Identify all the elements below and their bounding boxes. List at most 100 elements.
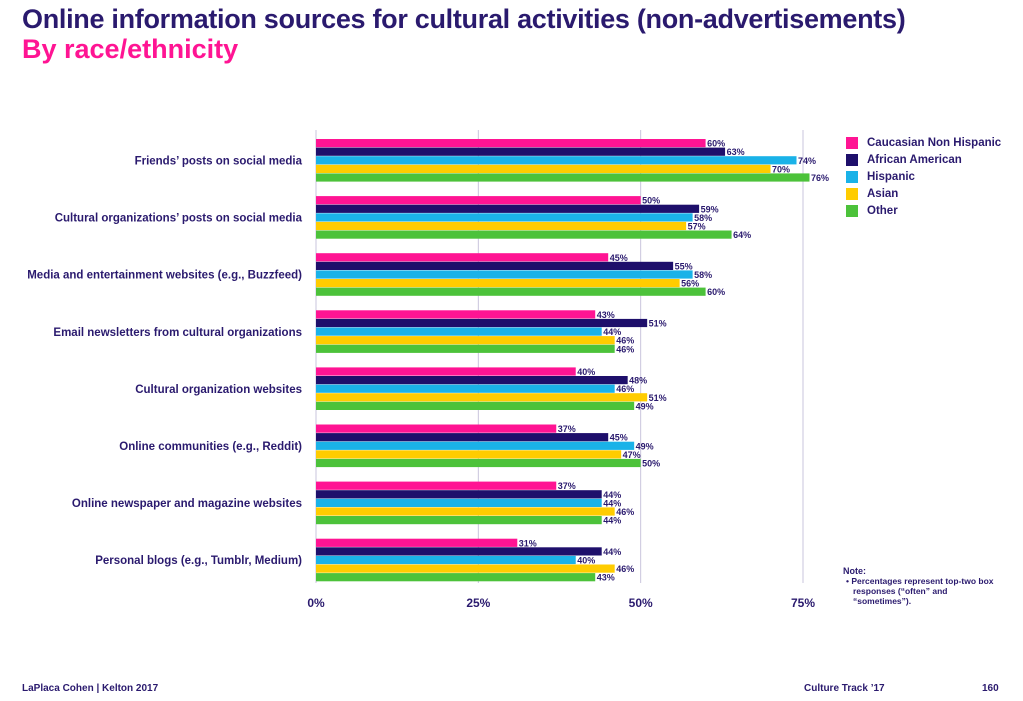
data-label: 37% [558, 424, 576, 434]
data-label: 46% [616, 344, 634, 354]
bar [316, 367, 576, 376]
bar [316, 547, 602, 556]
data-label: 44% [603, 498, 621, 508]
legend: Caucasian Non Hispanic African American Hi… [846, 134, 1001, 219]
tick-label-50: 50% [629, 596, 653, 610]
bar [316, 230, 732, 239]
data-label: 50% [642, 459, 660, 469]
legend-item: Caucasian Non Hispanic [846, 134, 1001, 151]
bar [316, 450, 622, 459]
data-label: 45% [610, 253, 628, 263]
bar [316, 507, 615, 516]
data-label: 74% [798, 156, 816, 166]
legend-item: Hispanic [846, 168, 1001, 185]
data-label: 76% [811, 173, 829, 183]
data-label: 70% [772, 164, 790, 174]
data-label: 44% [603, 327, 621, 337]
tick-label-0: 0% [307, 596, 325, 610]
bar [316, 164, 771, 173]
legend-item: African American [846, 151, 1001, 168]
bar [316, 564, 615, 573]
bar [316, 336, 615, 345]
footer-credit: LaPlaca Cohen | Kelton 2017 [22, 683, 159, 694]
data-label: 51% [649, 319, 667, 329]
data-label: 46% [616, 384, 634, 394]
bar [316, 384, 615, 393]
legend-swatch [846, 170, 858, 183]
data-label: 63% [727, 147, 745, 157]
legend-swatch [846, 136, 858, 149]
category-label: Cultural organization websites [135, 384, 302, 396]
category-label: Online communities (e.g., Reddit) [119, 441, 302, 453]
page-title: Online information sources for cultural … [22, 4, 906, 34]
legend-label: African American [867, 153, 962, 166]
bar [316, 196, 641, 205]
bar [316, 204, 700, 213]
bar [316, 327, 602, 336]
legend-label: Hispanic [867, 170, 915, 183]
data-label: 50% [642, 196, 660, 206]
value-labels: 60%63%74%70%76%50%59%58%57%64%45%55%58%5… [519, 139, 829, 583]
data-label: 56% [681, 279, 699, 289]
data-label: 40% [577, 367, 595, 377]
bar [316, 424, 557, 433]
bar-group [316, 139, 810, 582]
data-label: 58% [694, 270, 712, 280]
category-label: Friends’ posts on social media [135, 156, 303, 168]
note-title: Note: [843, 566, 866, 576]
bar [316, 376, 628, 385]
data-label: 37% [558, 481, 576, 491]
bar [316, 490, 602, 499]
bar [316, 287, 706, 296]
data-label: 47% [623, 450, 641, 460]
bar [316, 573, 596, 582]
bar [316, 270, 693, 279]
data-label: 49% [636, 401, 654, 411]
data-label: 44% [603, 490, 621, 500]
category-label: Cultural organizations’ posts on social … [55, 213, 303, 225]
bar [316, 318, 648, 328]
bar [316, 481, 557, 490]
bar [316, 221, 687, 231]
data-label: 46% [616, 336, 634, 346]
tick-label-25: 25% [466, 596, 490, 610]
data-label: 44% [603, 516, 621, 526]
bar [316, 433, 609, 442]
legend-label: Asian [867, 187, 899, 200]
axis-tick-labels: 0% 25% 50% 75% [307, 596, 815, 610]
data-label: 60% [707, 139, 725, 149]
data-label: 64% [733, 230, 751, 240]
bar [316, 344, 615, 353]
data-label: 49% [636, 441, 654, 451]
bar [316, 555, 576, 565]
legend-swatch [846, 153, 858, 166]
bar [316, 458, 641, 468]
data-label: 48% [629, 376, 647, 386]
data-label: 45% [610, 433, 628, 443]
bar [316, 253, 609, 262]
bar [316, 310, 596, 319]
data-label: 43% [597, 310, 615, 320]
data-label: 31% [519, 538, 537, 548]
data-label: 46% [616, 564, 634, 574]
category-label: Online newspaper and magazine websites [72, 498, 302, 510]
bar [316, 498, 602, 507]
data-label: 59% [701, 204, 719, 214]
data-label: 60% [707, 287, 725, 297]
category-label: Media and entertainment websites (e.g., … [27, 270, 302, 282]
bar [316, 173, 810, 182]
legend-item: Asian [846, 185, 1001, 202]
data-label: 57% [688, 222, 706, 232]
legend-label: Caucasian Non Hispanic [867, 136, 1002, 149]
bar [316, 441, 635, 450]
bar [316, 279, 680, 288]
data-label: 46% [616, 507, 634, 517]
note: Note: • Percentages represent top-two bo… [843, 566, 1003, 606]
bar [316, 538, 518, 547]
bar [316, 156, 797, 165]
bar [316, 213, 693, 222]
legend-swatch [846, 204, 858, 217]
tick-label-75: 75% [791, 596, 815, 610]
bar [316, 147, 726, 156]
